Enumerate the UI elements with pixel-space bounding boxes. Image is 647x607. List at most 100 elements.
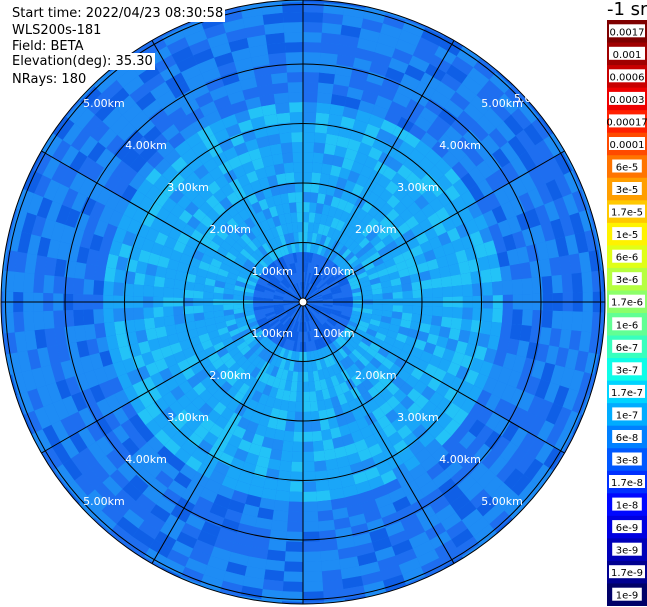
field-cell — [381, 76, 401, 92]
field-cell — [34, 406, 52, 430]
field-cell — [357, 142, 373, 156]
field-cell — [455, 136, 474, 155]
field-cell — [253, 293, 264, 298]
field-cell — [402, 432, 419, 448]
field-cell — [224, 282, 236, 290]
field-cell — [448, 442, 467, 461]
field-cell — [503, 468, 524, 490]
field-cell — [308, 273, 314, 284]
field-cell — [308, 341, 314, 352]
field-cell — [187, 156, 204, 172]
field-cell — [265, 32, 285, 45]
field-cell — [370, 282, 382, 290]
field-cell — [278, 347, 286, 359]
field-cell — [309, 202, 317, 213]
field-cell — [297, 222, 303, 233]
field-cell — [156, 89, 176, 108]
field-cell — [322, 367, 331, 379]
field-cell — [248, 442, 262, 456]
field-cell — [411, 313, 423, 323]
field-cell — [308, 285, 315, 294]
field-cell — [176, 331, 189, 343]
field-cell — [303, 82, 319, 93]
field-cell — [303, 311, 306, 322]
field-cell — [270, 365, 280, 378]
field-cell — [460, 234, 475, 250]
field-cell — [380, 252, 393, 263]
field-cell — [321, 163, 333, 175]
field-cell — [247, 338, 259, 349]
field-cell — [231, 489, 248, 504]
field-cell — [312, 302, 323, 305]
field-cell — [414, 140, 432, 157]
field-cell — [425, 438, 442, 456]
field-cell — [263, 307, 274, 312]
field-cell — [265, 313, 277, 320]
field-cell — [397, 164, 413, 180]
field-cell — [407, 388, 422, 403]
field-cell — [250, 225, 261, 238]
azimuth-spoke — [41, 301, 304, 454]
colorbar-label-bg — [609, 114, 645, 128]
field-cell — [145, 361, 160, 377]
field-cell — [377, 246, 390, 257]
field-cell — [310, 289, 320, 297]
field-cell — [358, 275, 370, 284]
field-cell — [323, 346, 332, 357]
field-cell — [322, 306, 333, 312]
field-cell — [65, 486, 81, 505]
field-cell — [500, 201, 517, 220]
field-cell — [153, 316, 166, 329]
field-cell — [258, 446, 272, 459]
field-cell — [421, 415, 437, 432]
field-cell — [550, 364, 565, 386]
field-cell — [474, 243, 488, 259]
field-cell — [225, 386, 239, 400]
field-cell — [236, 67, 256, 81]
field-cell — [279, 132, 292, 144]
field-cell — [559, 329, 572, 349]
field-cell — [452, 285, 463, 297]
field-cell — [282, 440, 294, 452]
field-cell — [450, 376, 465, 392]
colorbar-label: 1.7e-5 — [611, 208, 643, 219]
field-cell — [239, 513, 258, 527]
field-cell — [105, 394, 122, 412]
field-cell — [493, 417, 511, 437]
field-cell — [355, 248, 367, 259]
field-cell — [61, 188, 79, 209]
field-cell — [260, 599, 283, 604]
field-cell — [89, 384, 106, 403]
field-cell — [416, 37, 440, 55]
field-cell — [90, 462, 110, 483]
field-cell — [203, 363, 217, 376]
field-cell — [350, 374, 362, 387]
field-cell — [336, 177, 348, 190]
field-cell — [95, 148, 114, 168]
field-cell — [80, 196, 97, 216]
field-cell — [176, 55, 198, 73]
field-cell — [123, 307, 134, 321]
field-cell — [307, 222, 315, 233]
field-cell — [317, 509, 334, 522]
field-cell — [516, 212, 532, 231]
field-cell — [200, 215, 214, 229]
field-cell — [351, 244, 363, 256]
field-cell — [206, 180, 221, 195]
field-cell — [171, 540, 194, 558]
field-cell — [332, 340, 342, 351]
field-cell — [322, 153, 335, 166]
field-cell — [244, 217, 256, 230]
field-cell — [402, 290, 413, 299]
field-cell — [291, 132, 303, 143]
field-cell — [82, 468, 103, 490]
field-cell — [365, 6, 387, 14]
field-cell — [436, 412, 453, 430]
field-cell — [247, 484, 264, 498]
field-cell — [70, 129, 91, 152]
field-cell — [239, 345, 251, 356]
field-cell — [211, 234, 225, 247]
field-cell — [232, 213, 245, 226]
field-cell — [274, 247, 283, 258]
field-cell — [581, 271, 593, 293]
